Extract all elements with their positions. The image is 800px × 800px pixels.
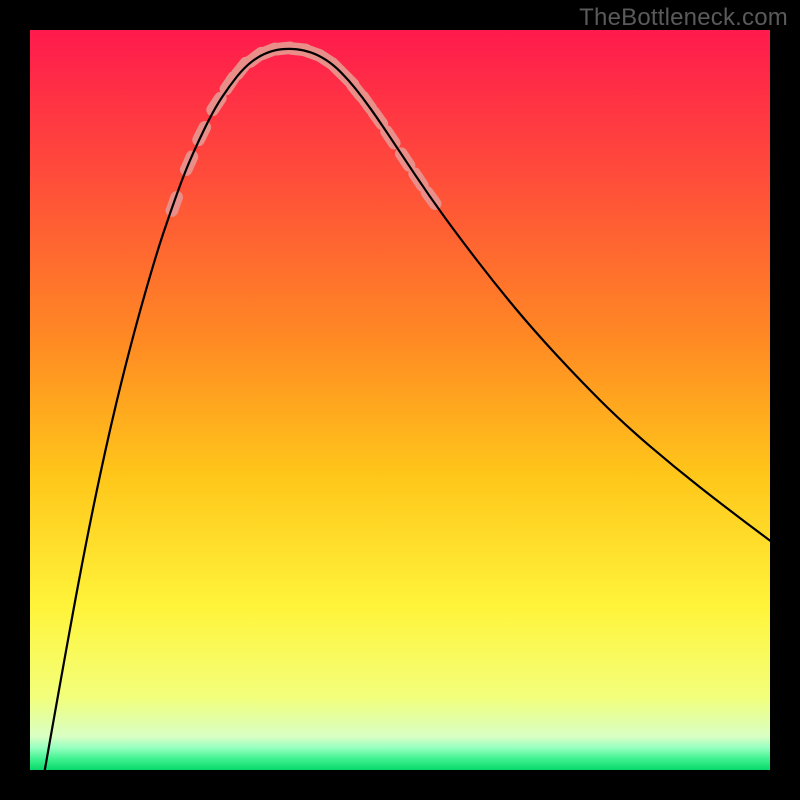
chart-frame: TheBottleneck.com	[0, 0, 800, 800]
watermark-text: TheBottleneck.com	[579, 4, 788, 32]
bottleneck-chart	[0, 0, 800, 800]
